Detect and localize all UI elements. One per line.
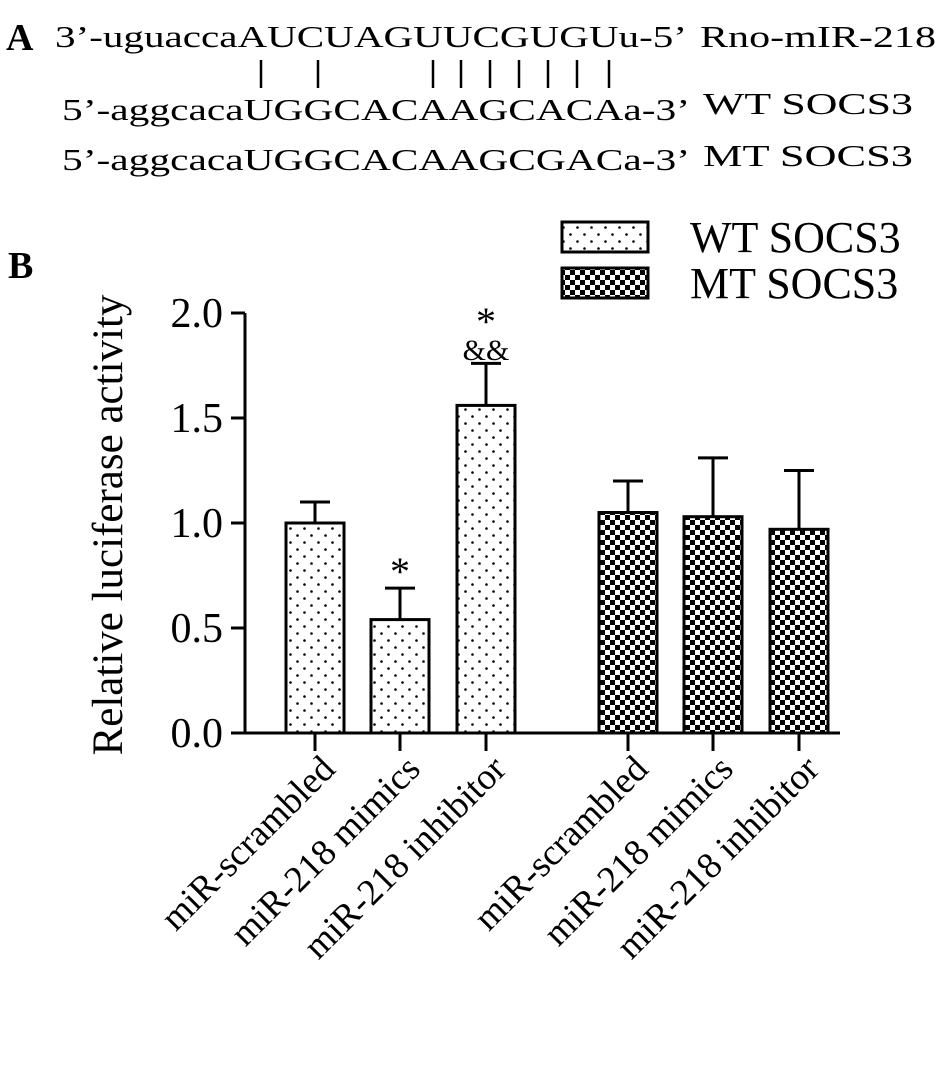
sequence: 5’-aggcacaUGGCACAAGCACAa-3’: [62, 92, 690, 127]
sequence-name: WT SOCS3: [703, 86, 913, 121]
bar: [768, 527, 830, 735]
y-tick-label: 0.0: [171, 711, 224, 757]
bar: [369, 618, 431, 735]
annotation: *: [476, 299, 496, 344]
pairing-lines: [259, 60, 611, 88]
panel-label: A: [6, 17, 34, 59]
sequence-name: MT SOCS3: [703, 138, 913, 173]
y-tick-label: 1.0: [171, 501, 224, 547]
sequence-name: Rno-mIR-218: [700, 19, 936, 54]
bar: [455, 403, 517, 735]
bar: [682, 515, 744, 735]
annotation: &&: [463, 334, 510, 367]
legend-label: MT SOCS3: [690, 259, 898, 308]
sequence: 3’-uguaccaAUCUAGUUCGUGUu-5’: [55, 19, 687, 54]
legend-swatch: [560, 220, 650, 254]
sequence: 5’-aggcacaUGGCACAAGCGACa-3’: [62, 142, 690, 177]
bar: [597, 511, 659, 735]
annotation: *: [390, 549, 410, 594]
legend-swatch: [560, 266, 650, 300]
panel-label: B: [8, 245, 33, 287]
y-tick-label: 1.5: [171, 396, 224, 442]
y-axis-label: Relative luciferase activity: [85, 294, 132, 755]
bar: [284, 521, 346, 735]
legend-label: WT SOCS3: [690, 213, 901, 262]
y-tick-label: 2.0: [171, 291, 224, 337]
y-tick-label: 0.5: [171, 606, 224, 652]
